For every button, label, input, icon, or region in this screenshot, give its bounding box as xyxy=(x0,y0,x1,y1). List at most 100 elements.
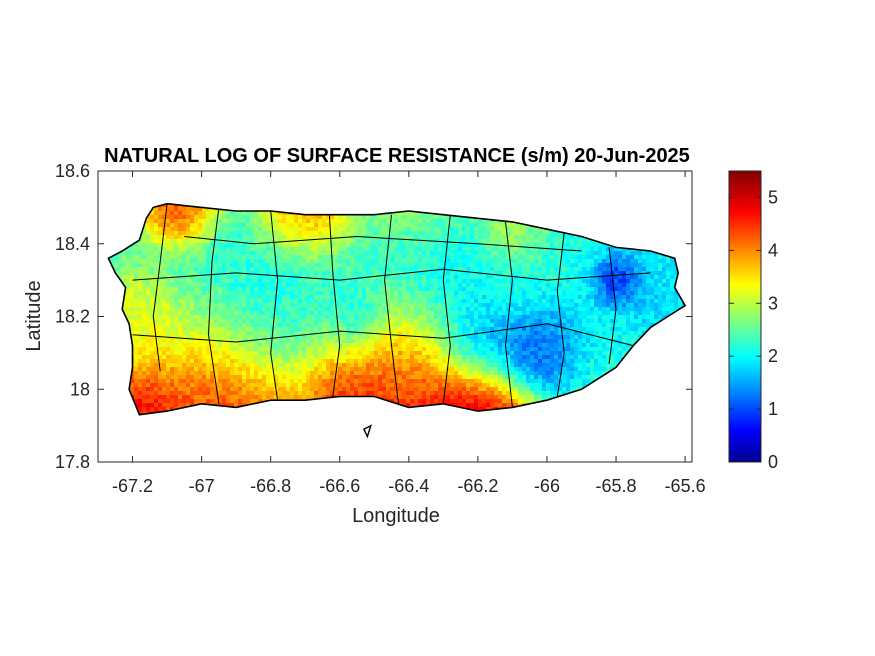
heat-cell xyxy=(166,227,170,231)
heat-cell xyxy=(178,287,182,291)
heat-cell xyxy=(318,375,322,379)
heat-cell xyxy=(150,299,154,303)
heat-cell xyxy=(170,319,174,323)
heat-cell xyxy=(362,243,366,247)
heat-cell xyxy=(302,263,306,267)
heat-cell xyxy=(250,279,254,283)
heat-cell xyxy=(226,235,230,239)
heat-cell xyxy=(238,343,242,347)
heat-cell xyxy=(182,259,186,263)
heat-cell xyxy=(154,323,158,327)
heat-cell xyxy=(266,291,270,295)
heat-cell xyxy=(238,231,242,235)
heat-cell xyxy=(174,363,178,367)
heat-cell xyxy=(358,307,362,311)
heat-cell xyxy=(154,407,158,411)
heat-cell xyxy=(314,307,318,311)
heat-cell xyxy=(282,315,286,319)
heat-cell xyxy=(218,319,222,323)
heat-cell xyxy=(194,223,198,227)
heat-cell xyxy=(354,319,358,323)
heat-cell xyxy=(262,303,266,307)
heat-cell xyxy=(322,355,326,359)
heat-cell xyxy=(246,331,250,335)
heat-cell xyxy=(350,331,354,335)
heat-cell xyxy=(262,367,266,371)
heat-cell xyxy=(338,243,342,247)
heat-cell xyxy=(150,371,154,375)
heat-cell xyxy=(222,263,226,267)
heat-cell xyxy=(358,223,362,227)
heat-cell xyxy=(302,259,306,263)
heat-cell xyxy=(202,215,206,219)
heat-cell xyxy=(270,379,274,383)
heat-cell xyxy=(182,211,186,215)
heat-cell xyxy=(290,343,294,347)
heat-cell xyxy=(190,387,194,391)
heat-cell xyxy=(258,275,262,279)
heat-cell xyxy=(222,267,226,271)
heat-cell xyxy=(134,299,138,303)
heat-cell xyxy=(258,239,262,243)
heat-cell xyxy=(298,287,302,291)
heat-cell xyxy=(270,295,274,299)
heat-cell xyxy=(342,223,346,227)
heat-cell xyxy=(174,251,178,255)
heat-cell xyxy=(238,367,242,371)
heat-cell xyxy=(310,279,314,283)
heat-cell xyxy=(270,371,274,375)
heat-cell xyxy=(274,371,278,375)
heat-cell xyxy=(314,303,318,307)
heat-cell xyxy=(334,239,338,243)
heat-cell xyxy=(182,291,186,295)
heat-cell xyxy=(154,211,158,215)
heat-cell xyxy=(214,283,218,287)
heat-cell xyxy=(186,251,190,255)
heat-cell xyxy=(266,283,270,287)
heat-cell xyxy=(298,343,302,347)
heat-cell xyxy=(310,287,314,291)
heat-cell xyxy=(130,259,134,263)
heat-cell xyxy=(350,307,354,311)
heat-cell xyxy=(158,311,162,315)
heat-cell xyxy=(358,279,362,283)
heat-cell xyxy=(282,383,286,387)
heat-cell xyxy=(182,207,186,211)
heat-cell xyxy=(150,231,154,235)
heat-cell xyxy=(286,243,290,247)
heat-cell xyxy=(178,311,182,315)
heat-cell xyxy=(294,247,298,251)
heat-cell xyxy=(246,335,250,339)
heat-cell xyxy=(242,355,246,359)
heat-cell xyxy=(206,343,210,347)
heat-cell xyxy=(350,351,354,355)
heat-cell xyxy=(186,351,190,355)
heat-cell xyxy=(130,283,134,287)
heat-cell xyxy=(254,367,258,371)
heat-cell xyxy=(178,351,182,355)
heat-cell xyxy=(178,375,182,379)
heat-cell xyxy=(182,391,186,395)
heat-cell xyxy=(218,255,222,259)
heat-cell xyxy=(146,371,150,375)
heat-cell xyxy=(150,215,154,219)
heat-cell xyxy=(178,339,182,343)
heat-cell xyxy=(290,267,294,271)
heat-cell xyxy=(238,383,242,387)
heat-cell xyxy=(154,239,158,243)
heat-cell xyxy=(282,279,286,283)
heat-cell xyxy=(338,355,342,359)
heat-cell xyxy=(162,283,166,287)
heat-cell xyxy=(154,319,158,323)
heat-cell xyxy=(158,267,162,271)
heat-cell xyxy=(230,351,234,355)
heat-cell xyxy=(226,291,230,295)
heat-cell xyxy=(186,395,190,399)
heat-cell xyxy=(194,279,198,283)
heat-cell xyxy=(174,247,178,251)
heat-cell xyxy=(306,367,310,371)
heat-cell xyxy=(230,387,234,391)
heat-cell xyxy=(118,255,122,259)
heat-cell xyxy=(346,227,350,231)
heat-cell xyxy=(278,227,282,231)
